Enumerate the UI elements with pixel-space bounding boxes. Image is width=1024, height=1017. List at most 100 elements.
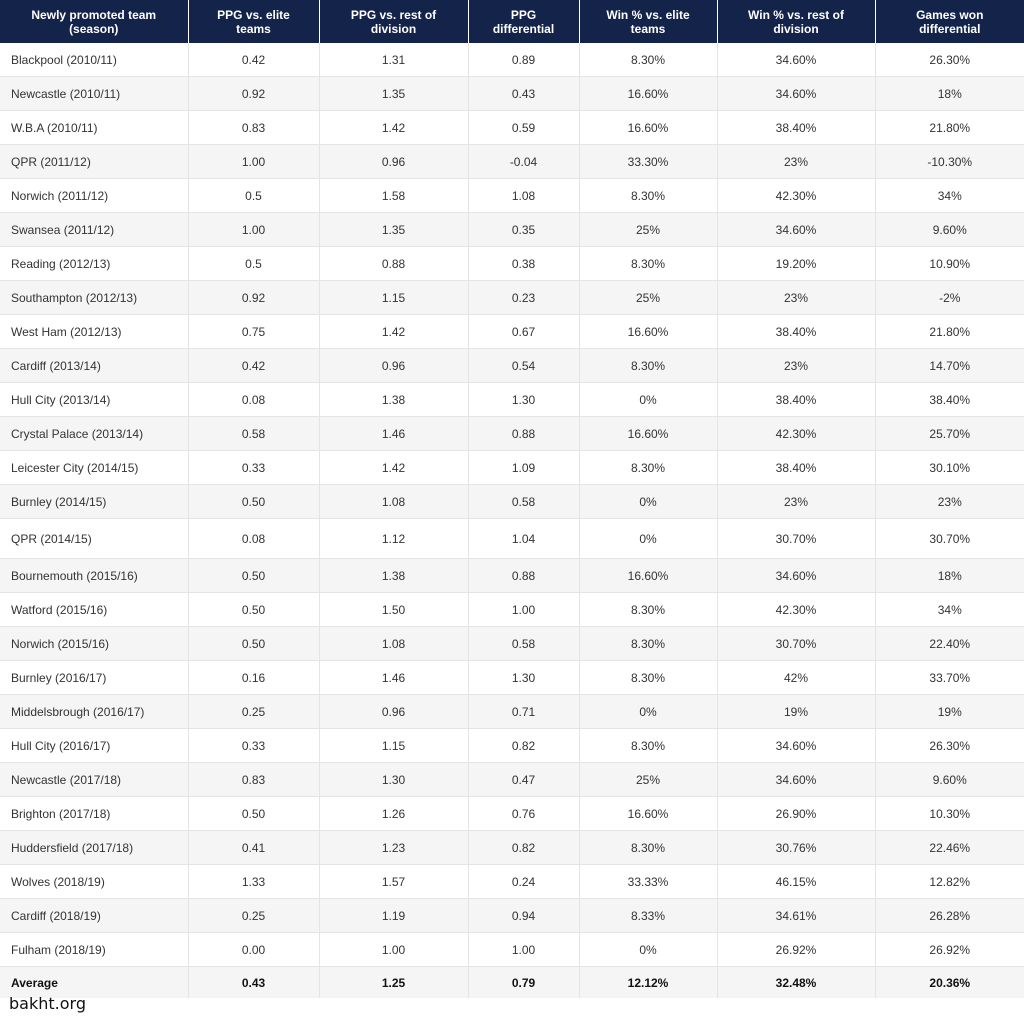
win-rest-cell: 34.60% — [717, 43, 876, 77]
ppg-diff-cell: 0.38 — [468, 246, 580, 281]
win-rest-cell: 30.70% — [717, 518, 876, 559]
average-games-won-diff: 20.36% — [875, 966, 1024, 998]
table-row: Middelsbrough (2016/17) 0.25 0.96 0.71 0% 19%… — [0, 694, 1024, 729]
ppg-diff-cell: 0.94 — [468, 898, 580, 933]
ppg-rest-cell: 1.58 — [319, 178, 469, 213]
ppg-diff-cell: 0.82 — [468, 830, 580, 865]
ppg-rest-cell: 1.38 — [319, 558, 469, 593]
ppg-diff-cell: 0.58 — [468, 484, 580, 519]
average-ppg-diff: 0.79 — [468, 966, 580, 998]
ppg-elite-cell: 0.92 — [188, 76, 320, 111]
ppg-rest-cell: 1.46 — [319, 660, 469, 695]
team-name-cell: Leicester City (2014/15) — [0, 450, 189, 485]
win-elite-cell: 8.30% — [579, 728, 718, 763]
ppg-rest-cell: 1.23 — [319, 830, 469, 865]
ppg-diff-cell: 0.88 — [468, 558, 580, 593]
win-rest-cell: 34.60% — [717, 728, 876, 763]
win-rest-cell: 42.30% — [717, 416, 876, 451]
header-row: Newly promoted team (season) PPG vs. eli… — [0, 0, 1024, 43]
team-name-cell: Blackpool (2010/11) — [0, 43, 189, 77]
ppg-diff-cell: 0.23 — [468, 280, 580, 315]
ppg-rest-cell: 1.19 — [319, 898, 469, 933]
win-rest-cell: 30.76% — [717, 830, 876, 865]
ppg-diff-cell: 0.76 — [468, 796, 580, 831]
average-ppg-elite: 0.43 — [188, 966, 320, 998]
table-row: W.B.A (2010/11) 0.83 1.42 0.59 16.60% 38.40% 2… — [0, 110, 1024, 145]
team-name-cell: Burnley (2014/15) — [0, 484, 189, 519]
win-elite-cell: 0% — [579, 932, 718, 967]
ppg-diff-cell: 0.88 — [468, 416, 580, 451]
win-elite-cell: 16.60% — [579, 76, 718, 111]
team-name-cell: Hull City (2016/17) — [0, 728, 189, 763]
ppg-rest-cell: 0.96 — [319, 348, 469, 383]
ppg-rest-cell: 1.15 — [319, 280, 469, 315]
ppg-rest-cell: 1.26 — [319, 796, 469, 831]
win-rest-cell: 38.40% — [717, 450, 876, 485]
games-won-diff-cell: 10.30% — [875, 796, 1024, 831]
ppg-rest-cell: 1.42 — [319, 110, 469, 145]
team-name-cell: Bournemouth (2015/16) — [0, 558, 189, 593]
ppg-elite-cell: 0.33 — [188, 728, 320, 763]
ppg-diff-cell: 0.89 — [468, 43, 580, 77]
ppg-elite-cell: 1.33 — [188, 864, 320, 899]
table-row: Norwich (2015/16) 0.50 1.08 0.58 8.30% 30.70%… — [0, 626, 1024, 661]
win-elite-cell: 16.60% — [579, 110, 718, 145]
ppg-elite-cell: 0.83 — [188, 110, 320, 145]
ppg-diff-cell: 0.54 — [468, 348, 580, 383]
win-rest-cell: 34.60% — [717, 558, 876, 593]
ppg-elite-cell: 0.75 — [188, 314, 320, 349]
ppg-rest-cell: 0.88 — [319, 246, 469, 281]
games-won-diff-cell: 34% — [875, 178, 1024, 213]
average-win-rest: 32.48% — [717, 966, 876, 998]
ppg-rest-cell: 1.31 — [319, 43, 469, 77]
ppg-rest-cell: 1.08 — [319, 626, 469, 661]
table-row: Newcastle (2017/18) 0.83 1.30 0.47 25% 34.60%… — [0, 762, 1024, 797]
table-row: Watford (2015/16) 0.50 1.50 1.00 8.30% 42.30%… — [0, 592, 1024, 627]
ppg-elite-cell: 0.08 — [188, 382, 320, 417]
team-name-cell: Middelsbrough (2016/17) — [0, 694, 189, 729]
win-rest-cell: 19% — [717, 694, 876, 729]
table-row: Fulham (2018/19) 0.00 1.00 1.00 0% 26.92% 26.9… — [0, 932, 1024, 967]
ppg-diff-cell: 1.09 — [468, 450, 580, 485]
win-rest-cell: 42.30% — [717, 178, 876, 213]
win-rest-cell: 42.30% — [717, 592, 876, 627]
team-name-cell: Burnley (2016/17) — [0, 660, 189, 695]
col-header-team: Newly promoted team (season) — [0, 0, 189, 43]
win-rest-cell: 23% — [717, 484, 876, 519]
table-row: Cardiff (2018/19) 0.25 1.19 0.94 8.33% 34.61%… — [0, 898, 1024, 933]
team-name-cell: QPR (2014/15) — [0, 518, 189, 559]
win-elite-cell: 8.30% — [579, 178, 718, 213]
ppg-diff-cell: -0.04 — [468, 144, 580, 179]
col-header-ppg-elite: PPG vs. elite teams — [188, 0, 320, 43]
ppg-elite-cell: 0.42 — [188, 348, 320, 383]
ppg-elite-cell: 1.00 — [188, 212, 320, 247]
ppg-diff-cell: 0.47 — [468, 762, 580, 797]
games-won-diff-cell: 22.46% — [875, 830, 1024, 865]
ppg-rest-cell: 1.46 — [319, 416, 469, 451]
games-won-diff-cell: 18% — [875, 76, 1024, 111]
win-elite-cell: 8.30% — [579, 592, 718, 627]
table-row: West Ham (2012/13) 0.75 1.42 0.67 16.60% 38.4… — [0, 314, 1024, 349]
table-row: Norwich (2011/12) 0.5 1.58 1.08 8.30% 42.30% 3… — [0, 178, 1024, 213]
win-rest-cell: 38.40% — [717, 382, 876, 417]
table-row: Leicester City (2014/15) 0.33 1.42 1.09 8.30… — [0, 450, 1024, 485]
win-elite-cell: 16.60% — [579, 558, 718, 593]
ppg-diff-cell: 1.30 — [468, 660, 580, 695]
ppg-diff-cell: 0.71 — [468, 694, 580, 729]
team-name-cell: Swansea (2011/12) — [0, 212, 189, 247]
table-row: Southampton (2012/13) 0.92 1.15 0.23 25% 23% -… — [0, 280, 1024, 315]
win-elite-cell: 33.30% — [579, 144, 718, 179]
table-row: Blackpool (2010/11) 0.42 1.31 0.89 8.30% 34.6… — [0, 43, 1024, 77]
average-win-elite: 12.12% — [579, 966, 718, 998]
win-elite-cell: 0% — [579, 518, 718, 559]
ppg-elite-cell: 0.25 — [188, 898, 320, 933]
ppg-rest-cell: 1.30 — [319, 762, 469, 797]
table-row: Huddersfield (2017/18) 0.41 1.23 0.82 8.30% 3… — [0, 830, 1024, 865]
watermark: bakht.org — [9, 994, 86, 1013]
games-won-diff-cell: 26.30% — [875, 43, 1024, 77]
table-footer: Average 0.43 1.25 0.79 12.12% 32.48% 20.… — [0, 966, 1024, 998]
games-won-diff-cell: 26.92% — [875, 932, 1024, 967]
win-elite-cell: 25% — [579, 280, 718, 315]
team-name-cell: Southampton (2012/13) — [0, 280, 189, 315]
col-header-win-rest: Win % vs. rest of division — [717, 0, 876, 43]
